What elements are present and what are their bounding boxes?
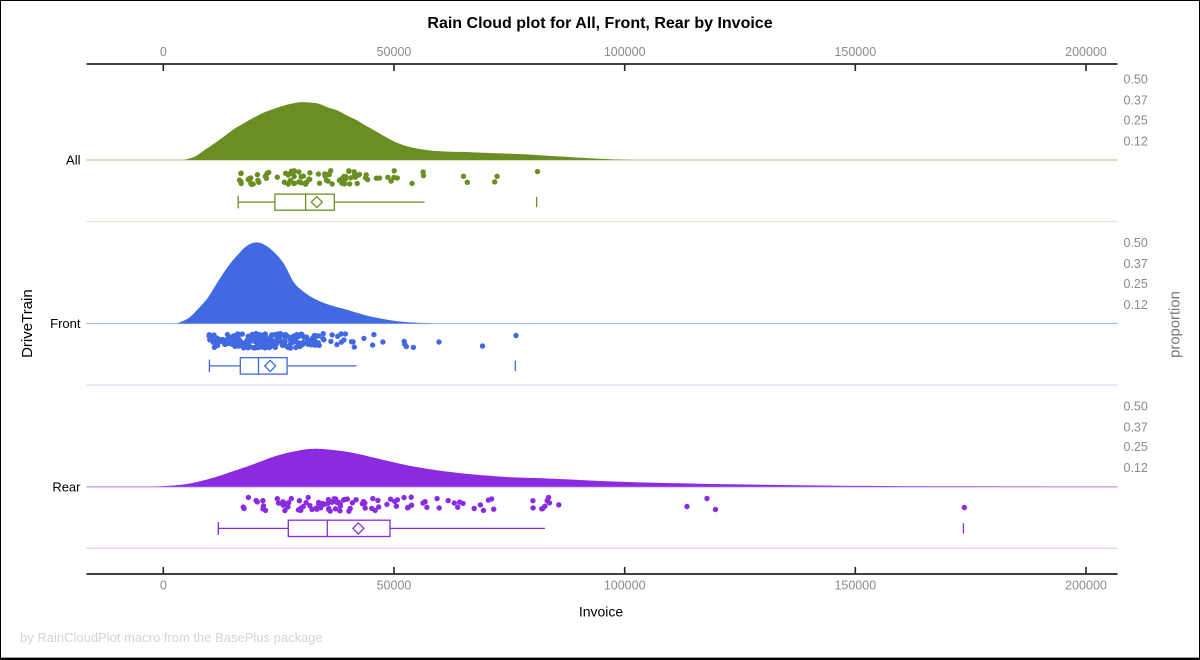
svg-text:Invoice: Invoice — [579, 604, 624, 620]
svg-text:0.50: 0.50 — [1124, 236, 1148, 250]
svg-text:All: All — [66, 153, 81, 168]
svg-text:by RainCloudPlot macro from th: by RainCloudPlot macro from the BasePlus… — [20, 630, 323, 645]
svg-text:0.12: 0.12 — [1124, 298, 1148, 312]
svg-text:200000: 200000 — [1065, 45, 1107, 59]
svg-text:Rain Cloud plot for All, Front: Rain Cloud plot for All, Front, Rear by … — [427, 15, 772, 32]
svg-text:0.37: 0.37 — [1124, 257, 1148, 271]
svg-text:proportion: proportion — [1168, 291, 1184, 358]
svg-text:DriveTrain: DriveTrain — [19, 289, 36, 358]
svg-text:Front: Front — [50, 316, 81, 331]
svg-text:150000: 150000 — [834, 45, 876, 59]
svg-text:50000: 50000 — [377, 579, 412, 593]
svg-text:0.25: 0.25 — [1124, 277, 1148, 291]
svg-text:0: 0 — [160, 579, 167, 593]
svg-text:Rear: Rear — [52, 479, 81, 494]
svg-text:50000: 50000 — [377, 45, 412, 59]
svg-text:0.12: 0.12 — [1124, 461, 1148, 475]
svg-text:0.50: 0.50 — [1124, 399, 1148, 413]
svg-text:150000: 150000 — [834, 579, 876, 593]
svg-text:200000: 200000 — [1065, 579, 1107, 593]
svg-text:0.50: 0.50 — [1124, 73, 1148, 87]
svg-text:100000: 100000 — [604, 579, 646, 593]
svg-text:100000: 100000 — [604, 45, 646, 59]
svg-text:0.25: 0.25 — [1124, 113, 1148, 127]
svg-text:0.37: 0.37 — [1124, 420, 1148, 434]
svg-text:0.25: 0.25 — [1124, 440, 1148, 454]
svg-text:0: 0 — [160, 45, 167, 59]
svg-text:0.12: 0.12 — [1124, 134, 1148, 148]
svg-text:0.37: 0.37 — [1124, 94, 1148, 108]
